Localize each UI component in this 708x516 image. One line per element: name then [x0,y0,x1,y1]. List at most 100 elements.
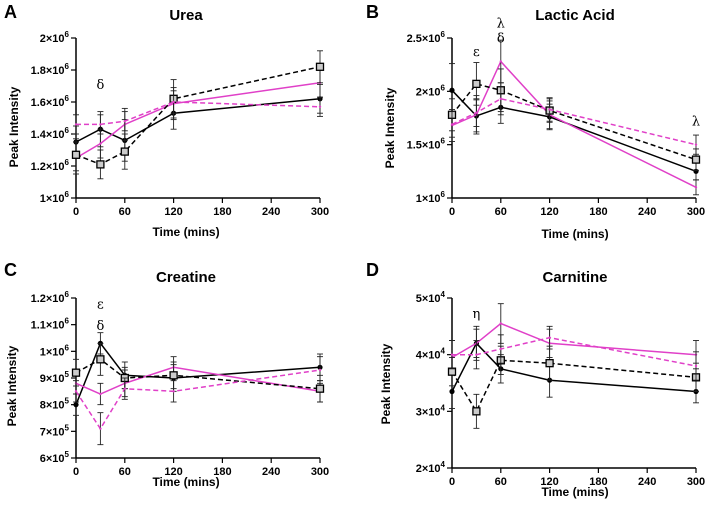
significance-annotation: δ [96,78,104,93]
panel-label-d: D [366,260,379,280]
x-tick-label: 120 [540,206,558,218]
y-tick-label: 1.1×106 [31,317,70,332]
panel-label-c: C [4,260,17,280]
data-point [120,147,129,156]
series-line [75,358,321,390]
plot-area-a: 0 60 120 180 240 300 1×106 1.2×106 1.4×106 1.6×10… [31,30,330,218]
x-tick-label: 180 [589,476,607,488]
data-point [475,353,478,356]
y-tick-label: 7×105 [40,423,70,438]
y-tick-label: 5×104 [416,290,446,305]
y-tick-label: 9×105 [40,370,70,385]
x-tick-label: 0 [449,206,455,218]
x-tick-label: 120 [164,466,182,478]
series-line [451,83,697,161]
series-dashed-magenta [73,356,323,446]
panel-b: B Lactic Acid Time (mins) Peak Intensity… [366,2,705,241]
series-line [451,89,697,173]
x-tick-label: 0 [73,466,79,478]
y-tick-label: 1.6×106 [31,94,70,109]
significance-annotation: ε [97,298,104,313]
data-point [694,186,698,189]
chart-title-b: Lactic Acid [535,7,614,24]
series-line [75,66,321,166]
series-solid-magenta [73,67,323,175]
data-point [691,155,701,164]
x-axis-label-b: Time (mins) [541,227,608,241]
y-axis-label-b: Peak Intensity [383,87,397,168]
data-point [169,371,178,380]
data-point [315,62,325,71]
data-point [548,108,551,111]
plot-area-b: 0 60 120 180 240 300 1×106 1.5×106 2×106 2.5×106 ε… [407,16,706,218]
data-point [472,407,481,416]
data-point [450,123,454,126]
series-dashed-black [447,62,701,171]
y-tick-label: 1.4×106 [31,126,70,141]
x-tick-label: 300 [687,476,705,488]
x-tick-label: 0 [449,476,455,488]
data-point [499,347,502,351]
series-dashed-black [447,345,701,429]
data-point [96,355,105,364]
data-point [449,87,455,93]
series-line [75,341,321,405]
y-tick-label: 1.5×106 [407,137,446,152]
series-line [75,369,321,431]
panel-label-a: A [4,2,17,22]
series-solid-black [73,332,323,416]
series-dashed-magenta [449,325,699,381]
panel-label-b: B [366,2,379,22]
data-point [545,359,554,368]
data-point [450,353,454,356]
y-tick-label: 2×106 [416,83,446,98]
x-tick-label: 240 [262,466,280,478]
data-point [499,60,502,63]
y-tick-label: 6×105 [40,450,70,465]
data-point [99,123,102,126]
chart-title-a: Urea [169,7,203,24]
series-line [75,82,321,159]
x-tick-label: 240 [262,206,280,218]
x-tick-label: 180 [213,466,231,478]
data-point [71,150,81,159]
series-solid-magenta [73,356,323,406]
y-tick-label: 4×104 [416,347,446,362]
x-axis-label-c: Time (mins) [152,475,219,489]
y-axis-label-a: Peak Intensity [7,86,21,167]
x-tick-label: 60 [495,476,507,488]
data-point [123,387,127,390]
data-point [318,105,322,109]
significance-annotation: λ [497,16,505,31]
x-tick-label: 240 [638,476,656,488]
significance-annotation: δ [497,31,505,46]
series-dashed-black [71,50,325,180]
data-point [99,392,102,396]
chart-title-d: Carnitine [542,269,607,286]
data-point [472,79,481,89]
x-tick-label: 300 [311,466,329,478]
data-point [548,336,551,339]
series-line [451,98,697,146]
data-point [71,368,81,377]
y-axis-label-d: Peak Intensity [379,343,393,424]
data-point [475,111,478,114]
data-point [499,322,502,325]
x-tick-label: 300 [687,206,705,218]
y-tick-label: 2×104 [416,460,446,475]
y-tick-label: 2×106 [40,30,70,45]
x-tick-label: 120 [540,476,558,488]
significance-annotation: λ [692,114,700,129]
significance-annotation: ε [473,45,480,60]
data-point [73,402,79,408]
y-tick-label: 1×106 [40,190,70,205]
plot-area-c: 0 60 120 180 240 300 6×105 7×105 8×105 9×105 1×106… [31,290,330,478]
x-tick-label: 60 [119,206,131,218]
series-line [451,60,697,188]
y-tick-label: 1.2×106 [31,290,70,305]
data-point [99,427,102,430]
significance-annotation: δ [96,319,104,334]
data-point [74,123,78,126]
x-axis-label-d: Time (mins) [541,485,608,499]
